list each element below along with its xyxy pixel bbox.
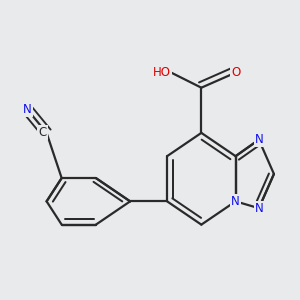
Text: N: N — [254, 133, 263, 146]
Text: N: N — [23, 103, 32, 116]
Text: C: C — [38, 126, 46, 140]
Text: N: N — [231, 195, 240, 208]
Text: O: O — [231, 66, 240, 79]
Text: N: N — [254, 202, 263, 215]
Text: HO: HO — [153, 66, 171, 79]
